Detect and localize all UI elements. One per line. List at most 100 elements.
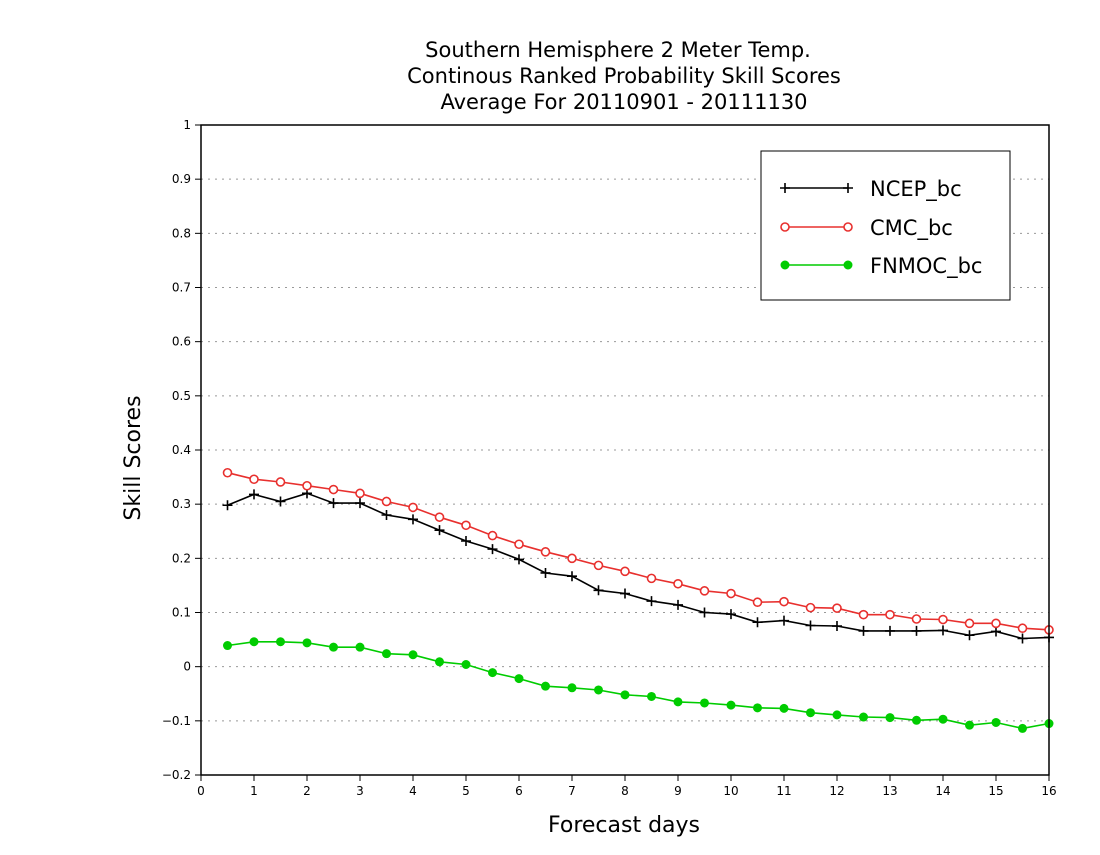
y-tick-label: 0.9 (172, 172, 191, 186)
series-line-cmc-bc (227, 471, 1050, 631)
data-point-ncep-bc (275, 496, 286, 507)
data-point-cmc-bc (673, 578, 683, 589)
data-point-ncep-bc (726, 609, 736, 620)
data-point-fnmoc-bc (806, 708, 815, 718)
data-point-fnmoc-bc (991, 717, 1001, 727)
plot-frame (200, 124, 1050, 776)
y-axis-label: Skill Scores (121, 395, 146, 520)
data-point-fnmoc-bc (355, 642, 365, 652)
data-point-cmc-bc (514, 539, 524, 550)
data-point-fnmoc-bc (832, 710, 842, 720)
data-point-cmc-bc (567, 553, 577, 564)
chart-title-line-2: Continous Ranked Probability Skill Score… (407, 64, 841, 88)
y-tick-label: 0.7 (172, 281, 191, 295)
y-tick-label: 0 (183, 660, 191, 674)
y-tick-label: −0.1 (162, 714, 191, 728)
data-point-ncep-bc (620, 588, 630, 599)
data-point-fnmoc-bc (779, 703, 789, 713)
y-tick-label: 0.8 (172, 226, 191, 240)
data-point-cmc-bc (434, 512, 445, 522)
data-point-cmc-bc (646, 573, 657, 584)
data-point-ncep-bc (249, 489, 259, 500)
data-point-cmc-bc (991, 618, 1001, 629)
data-point-cmc-bc (805, 602, 816, 613)
data-point-ncep-bc (514, 554, 524, 565)
data-point-fnmoc-bc (408, 650, 418, 660)
data-point-cmc-bc (1017, 623, 1028, 634)
data-point-fnmoc-bc (620, 690, 630, 700)
data-point-ncep-bc (673, 599, 683, 610)
data-point-fnmoc-bc (753, 703, 762, 713)
legend-label-fnmoc-bc: FNMOC_bc (870, 254, 982, 279)
legend-label-cmc-bc: CMC_bc (870, 216, 953, 241)
x-tick-label: 4 (409, 784, 417, 798)
x-axis-label: Forecast days (548, 813, 700, 838)
data-point-cmc-bc (911, 614, 922, 624)
legend-marker-fnmoc-bc (843, 260, 853, 270)
data-point-fnmoc-bc (382, 649, 391, 659)
x-tick-label: 7 (568, 784, 576, 798)
data-point-ncep-bc (858, 625, 869, 636)
data-point-ncep-bc (699, 607, 710, 618)
data-point-fnmoc-bc (488, 668, 497, 678)
x-tick-label: 6 (515, 784, 523, 798)
data-point-ncep-bc (964, 630, 975, 641)
legend-marker-cmc-bc (780, 222, 790, 232)
data-point-fnmoc-bc (965, 720, 974, 730)
y-tick-label: 1 (183, 118, 191, 132)
data-point-ncep-bc (805, 620, 816, 631)
x-tick-label: 11 (776, 784, 791, 798)
data-point-ncep-bc (434, 525, 445, 536)
x-tick-label: 2 (303, 784, 311, 798)
x-tick-label: 13 (882, 784, 897, 798)
data-point-cmc-bc (487, 530, 498, 541)
chart-title-line-3: Average For 20110901 - 20111130 (440, 90, 807, 114)
legend-box (760, 150, 1011, 301)
data-point-ncep-bc (461, 536, 471, 546)
data-point-ncep-bc (832, 621, 842, 632)
data-point-fnmoc-bc (276, 637, 285, 647)
series-line-ncep-bc (227, 492, 1050, 640)
data-point-fnmoc-bc (567, 683, 577, 693)
data-point-fnmoc-bc (541, 681, 550, 691)
data-point-fnmoc-bc (302, 638, 312, 648)
grid-lines (201, 178, 1049, 722)
data-point-ncep-bc (540, 567, 551, 578)
data-point-cmc-bc (779, 596, 789, 607)
data-point-fnmoc-bc (594, 685, 603, 695)
series-line-fnmoc-bc (227, 640, 1050, 730)
data-point-ncep-bc (567, 571, 577, 582)
data-point-cmc-bc (328, 484, 339, 495)
data-point-cmc-bc (620, 566, 630, 577)
legend: NCEP_bc CMC_bc FNMOC_bc (760, 150, 1011, 301)
x-tick-label: 14 (935, 784, 950, 798)
data-point-cmc-bc (858, 609, 869, 620)
data-point-ncep-bc (593, 585, 604, 596)
data-point-cmc-bc (540, 547, 551, 557)
data-point-fnmoc-bc (938, 714, 948, 724)
data-point-cmc-bc (302, 480, 312, 491)
axis-ticks: −0.2−0.100.10.20.30.40.50.60.70.80.910 1 2… (162, 118, 1057, 798)
chart-title-line-1: Southern Hemisphere 2 Meter Temp. (425, 38, 811, 62)
data-point-cmc-bc (964, 618, 975, 629)
x-tick-label: 8 (621, 784, 629, 798)
data-point-ncep-bc (1017, 633, 1028, 644)
y-tick-label: 0.3 (172, 497, 191, 511)
data-point-ncep-bc (355, 498, 365, 509)
legend-label-ncep-bc: NCEP_bc (870, 177, 962, 202)
data-point-cmc-bc (355, 488, 365, 499)
data-point-fnmoc-bc (912, 715, 921, 725)
series-cmc-bc (222, 467, 1054, 635)
data-point-fnmoc-bc (673, 697, 683, 707)
x-tick-label: 0 (197, 784, 205, 798)
data-point-ncep-bc (408, 514, 418, 525)
data-point-fnmoc-bc (1018, 723, 1027, 733)
data-point-cmc-bc (832, 603, 842, 613)
y-tick-label: 0.2 (172, 551, 191, 565)
data-point-fnmoc-bc (461, 660, 471, 669)
data-point-fnmoc-bc (249, 637, 259, 647)
y-tick-label: 0.6 (172, 335, 191, 349)
legend-marker-ncep-bc (843, 183, 853, 193)
data-point-cmc-bc (408, 502, 418, 513)
